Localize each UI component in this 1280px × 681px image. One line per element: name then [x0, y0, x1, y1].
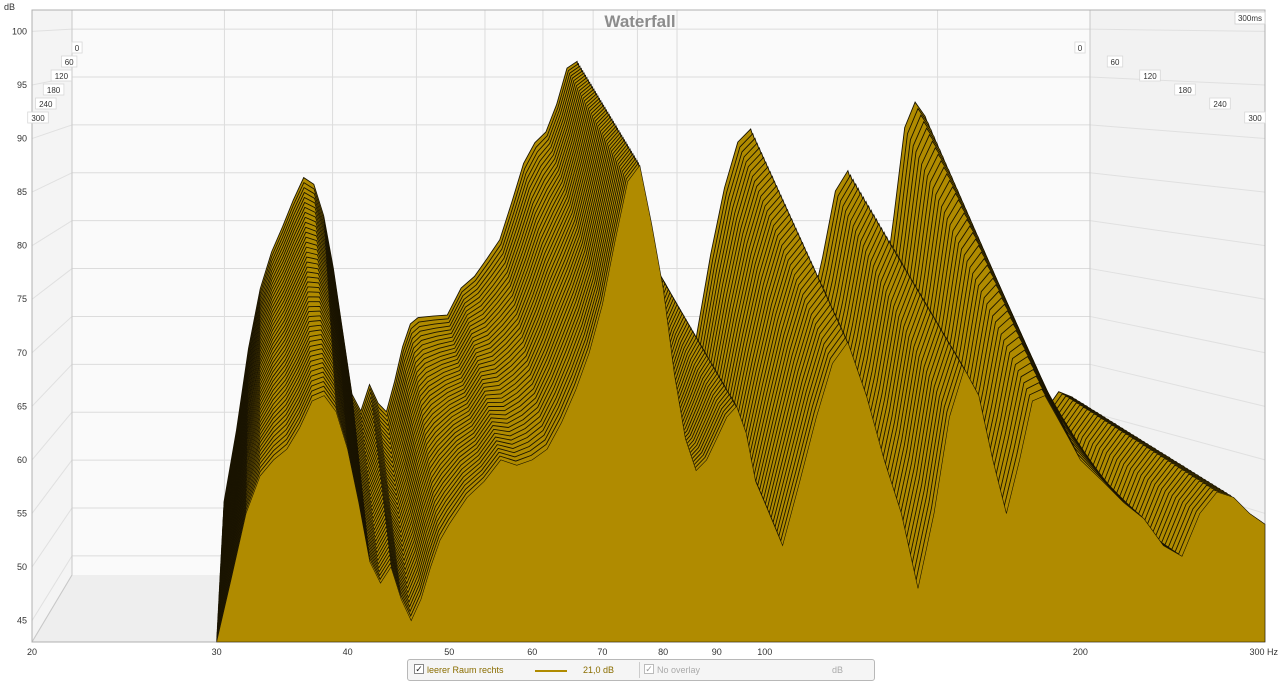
left-side-grid-line — [31, 555, 73, 621]
right-side-grid-line — [1089, 220, 1266, 247]
right-side-grid-line — [1089, 268, 1266, 300]
left-side-grid-line — [31, 220, 73, 247]
x-tick-label: 20 — [27, 647, 37, 657]
waterfall-slices — [216, 60, 1266, 643]
x-tick-label: 90 — [712, 647, 722, 657]
time-tick-label-left: 180 — [42, 83, 65, 96]
rear-left-edge — [31, 10, 73, 643]
y-tick-label: 70 — [17, 348, 27, 358]
x-tick-label: 100 — [757, 647, 772, 657]
series-value: 21,0 dB — [583, 665, 615, 675]
svg-text:120: 120 — [1143, 72, 1157, 81]
y-unit-label: dB — [4, 2, 15, 12]
right-side-grid-line — [1089, 315, 1266, 354]
time-tick-label-right: 0 — [1074, 41, 1086, 54]
svg-text:300: 300 — [31, 114, 45, 123]
time-tick-label-right: 300 — [1244, 111, 1266, 124]
x-tick-label: 70 — [597, 647, 607, 657]
legend-bar: ✓ leerer Raum rechts 21,0 dB ✓ No overla… — [407, 659, 875, 681]
svg-text:300: 300 — [1248, 114, 1262, 123]
time-tick-label-left: 240 — [35, 97, 57, 110]
y-tick-label: 45 — [17, 616, 27, 626]
x-tick-label: 300 Hz — [1249, 647, 1278, 657]
y-tick-label: 75 — [17, 294, 27, 304]
left-side-grid-line — [31, 124, 73, 140]
x-tick-label: 200 — [1073, 647, 1088, 657]
x-tick-label: 60 — [527, 647, 537, 657]
y-tick-label: 85 — [17, 187, 27, 197]
right-side-grid-line — [1089, 172, 1266, 193]
svg-text:300ms: 300ms — [1238, 14, 1262, 23]
time-tick-label-left: 300 — [27, 111, 49, 124]
time-tick-label-right: 240 — [1209, 97, 1231, 110]
svg-text:60: 60 — [1111, 58, 1120, 67]
left-side-panel — [32, 10, 72, 642]
y-tick-label: 60 — [17, 455, 27, 465]
left-side-grid-line — [31, 363, 73, 407]
svg-text:0: 0 — [75, 44, 80, 53]
front-slice — [216, 164, 1266, 643]
right-side-grid-line — [1089, 363, 1266, 407]
x-tick-label: 50 — [444, 647, 454, 657]
x-tick-label: 30 — [212, 647, 222, 657]
svg-text:0: 0 — [1078, 44, 1083, 53]
y-tick-label: 50 — [17, 562, 27, 572]
legend-separator — [639, 662, 640, 678]
y-tick-label: 55 — [17, 508, 27, 518]
x-tick-label: 40 — [343, 647, 353, 657]
svg-text:180: 180 — [1178, 86, 1192, 95]
y-tick-label: 90 — [17, 134, 27, 144]
svg-text:120: 120 — [55, 72, 69, 81]
time-tick-label-left: 0 — [71, 41, 83, 54]
time-tick-label-right: 120 — [1139, 69, 1161, 82]
right-side-grid-line — [1089, 124, 1266, 140]
left-side-grid-line — [31, 459, 73, 514]
right-side-grid-line — [1089, 28, 1266, 32]
series-name: leerer Raum rechts — [427, 665, 504, 675]
y-tick-label: 95 — [17, 80, 27, 90]
time-tick-label-left: 60 — [61, 55, 78, 68]
overlay-checkbox[interactable]: ✓ — [644, 664, 654, 674]
time-tick-label-right: 180 — [1174, 83, 1196, 96]
time-end-label: 300ms — [1234, 11, 1266, 25]
left-side-grid-line — [31, 507, 73, 568]
chart-title: Waterfall — [604, 12, 675, 31]
overlay-unit: dB — [832, 665, 844, 675]
overlay-label: No overlay — [657, 665, 701, 675]
left-side-grid-line — [31, 268, 73, 300]
svg-text:60: 60 — [65, 58, 74, 67]
right-side-grid-line — [1089, 411, 1266, 461]
axes: 20 30 40 50 60 70 80 90 100 200 300 Hz 45 50 55 60 65 70… — [12, 11, 1278, 657]
svg-text:240: 240 — [39, 100, 53, 109]
svg-text:240: 240 — [1213, 100, 1227, 109]
y-tick-label: 65 — [17, 401, 27, 411]
svg-text:180: 180 — [47, 86, 61, 95]
time-tick-label-left: 120 — [50, 69, 73, 82]
left-side-grid-line — [31, 172, 73, 193]
y-tick-label: 100 — [12, 26, 27, 36]
series-checkbox[interactable]: ✓ — [414, 664, 424, 674]
left-side-grid-line — [31, 316, 73, 354]
x-tick-label: 80 — [658, 647, 668, 657]
y-tick-label: 80 — [17, 241, 27, 251]
left-side-grid-line — [31, 28, 73, 32]
series-line-swatch — [535, 670, 567, 672]
left-side-grid-line — [31, 411, 73, 461]
right-side-grid-line — [1089, 76, 1266, 86]
time-tick-label-right: 60 — [1106, 55, 1124, 68]
